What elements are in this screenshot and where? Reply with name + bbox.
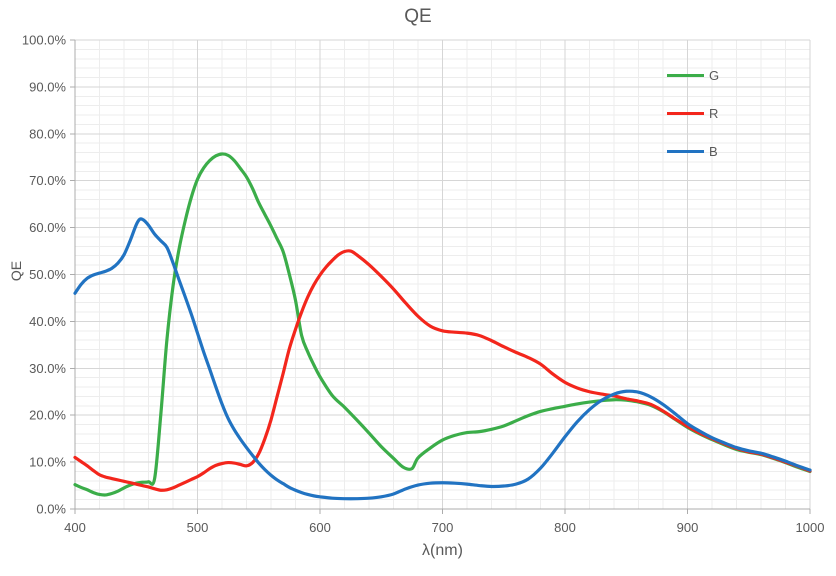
x-tick-label: 800 bbox=[554, 520, 576, 535]
legend-label-r: R bbox=[709, 105, 719, 121]
y-tick-label: 60.0% bbox=[29, 220, 66, 235]
series-r-line bbox=[73, 249, 812, 492]
y-tick-label: 30.0% bbox=[29, 361, 66, 376]
legend-item-b: B bbox=[667, 132, 719, 170]
legend-label-g: G bbox=[709, 67, 720, 83]
y-tick-label: 10.0% bbox=[29, 455, 66, 470]
x-tick-label: 1000 bbox=[796, 520, 825, 535]
y-axis-title: QE bbox=[8, 260, 24, 282]
y-tick-label: 100.0% bbox=[22, 33, 67, 48]
legend-label-b: B bbox=[709, 143, 718, 159]
x-axis-title: λ(nm) bbox=[422, 542, 463, 559]
legend-item-r: R bbox=[667, 94, 719, 132]
y-tick-label: 70.0% bbox=[29, 173, 66, 188]
y-tick-label: 40.0% bbox=[29, 314, 66, 329]
legend-item-g: G bbox=[667, 56, 719, 94]
y-tick-label: 0.0% bbox=[36, 502, 66, 517]
legend-swatch-g bbox=[667, 73, 704, 77]
legend: G R B bbox=[667, 56, 719, 170]
x-tick-label: 700 bbox=[432, 520, 454, 535]
y-tick-label: 80.0% bbox=[29, 126, 66, 141]
series-b-line bbox=[73, 217, 812, 501]
x-tick-label: 600 bbox=[309, 520, 331, 535]
x-tick-label: 500 bbox=[187, 520, 209, 535]
chart-title: QE bbox=[404, 6, 432, 27]
y-tick-label: 50.0% bbox=[29, 267, 66, 282]
y-tick-label: 20.0% bbox=[29, 408, 66, 423]
x-tick-label: 400 bbox=[64, 520, 86, 535]
legend-swatch-b bbox=[667, 149, 704, 153]
x-tick-label: 900 bbox=[677, 520, 699, 535]
y-tick-label: 90.0% bbox=[29, 79, 66, 94]
legend-swatch-r bbox=[667, 111, 704, 115]
